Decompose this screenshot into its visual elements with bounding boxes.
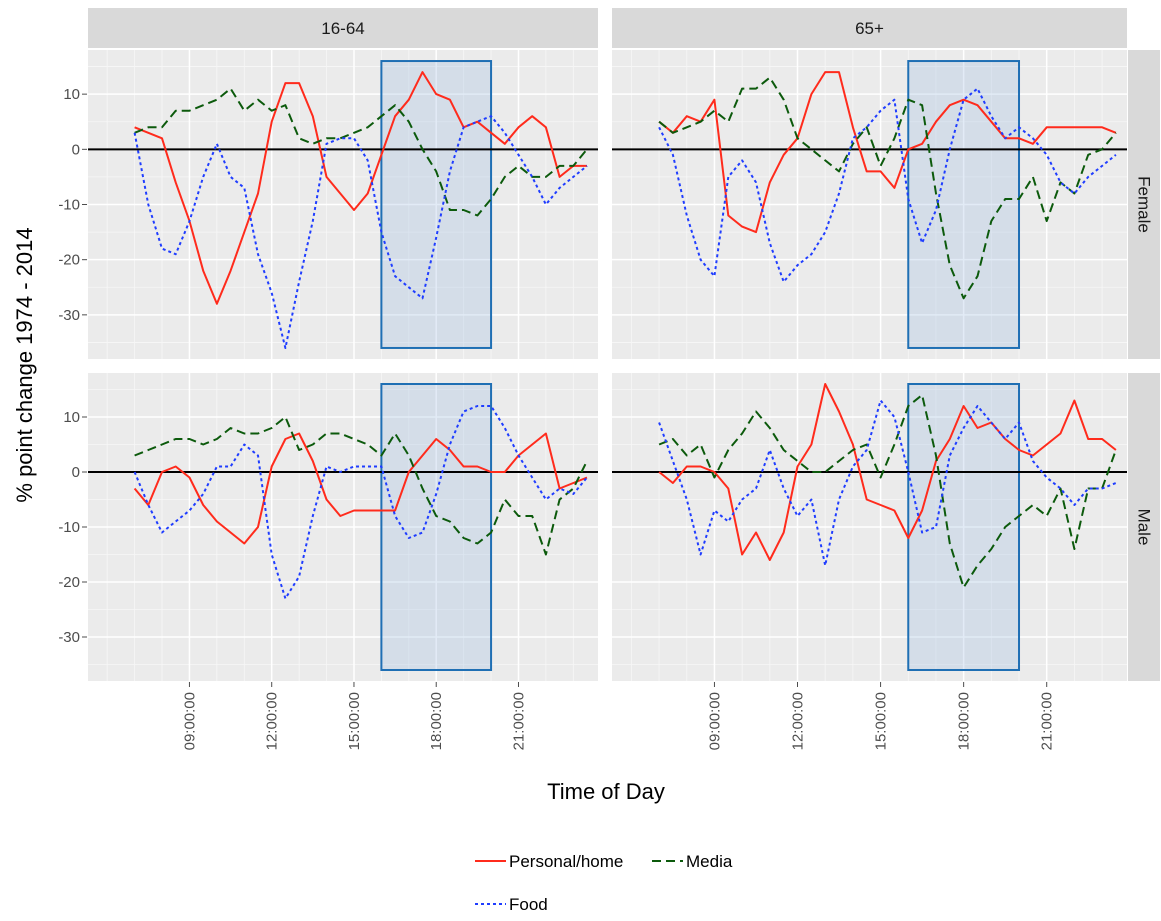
column-strip-bg [88, 8, 598, 48]
y-tick-label: -30 [58, 307, 80, 324]
legend: Personal/home Media Food [475, 852, 733, 914]
column-strip-65: 65+ [612, 8, 1127, 48]
column-strip-16-64: 16-64 [88, 8, 598, 48]
series-line-personal-home [133, 432, 588, 545]
panels-layer [88, 50, 1127, 681]
legend-label: Personal/home [509, 852, 623, 871]
column-strip-label: 65+ [855, 19, 884, 38]
legend-label: Food [509, 895, 548, 914]
x-tick-label: 12:00:00 [264, 692, 281, 750]
highlight-window [380, 60, 493, 349]
row-strip-bg [1128, 50, 1160, 359]
highlight-window [907, 60, 1021, 349]
legend-item-media: Media [652, 852, 733, 871]
column-strip-label: 16-64 [321, 19, 364, 38]
y-tick-label: -10 [58, 197, 80, 214]
y-tick-label: -20 [58, 252, 80, 269]
highlight-window [907, 383, 1021, 671]
row-strip-label: Male [1135, 509, 1154, 546]
x-tick-label: 15:00:00 [873, 692, 890, 750]
y-tick-label: 0 [72, 141, 80, 158]
highlight-window [380, 383, 493, 671]
y-tick-label: 10 [63, 86, 80, 103]
x-tick-label: 09:00:00 [706, 692, 723, 750]
panel-16-64-male [88, 373, 598, 681]
x-tick-label: 21:00:00 [1039, 692, 1056, 750]
legend-item-food: Food [475, 895, 548, 914]
panel-16-64-female [88, 50, 598, 359]
x-tick-label: 12:00:00 [790, 692, 807, 750]
legend-label: Media [686, 852, 733, 871]
x-tick-label: 21:00:00 [510, 692, 527, 750]
x-tick-label: 18:00:00 [428, 692, 445, 750]
series-line-food [133, 405, 588, 600]
series-line-media [658, 76, 1117, 300]
panel-65-female [612, 50, 1127, 359]
y-tick-label: -30 [58, 629, 80, 646]
series-line-food [658, 87, 1117, 283]
row-strip-bg [1128, 373, 1160, 681]
legend-item-personal-home: Personal/home [475, 852, 623, 871]
series-line-media [658, 394, 1117, 589]
series-line-media [134, 416, 588, 556]
y-tick-label: 10 [63, 409, 80, 426]
series-line-personal-home [134, 71, 587, 305]
series-line-personal-home [658, 383, 1117, 561]
series-line-food [133, 115, 588, 349]
row-strip-male: Male [1128, 373, 1160, 681]
y-tick-label: 0 [72, 464, 80, 481]
x-tick-label: 18:00:00 [956, 692, 973, 750]
series-line-personal-home [658, 71, 1117, 234]
x-axis-title: Time of Day [547, 779, 665, 804]
y-axis-title: % point change 1974 - 2014 [12, 227, 37, 502]
y-tick-label: -10 [58, 519, 80, 536]
row-strip-label: Female [1135, 176, 1154, 233]
x-tick-label: 09:00:00 [181, 692, 198, 750]
series-line-media [134, 87, 588, 217]
column-strip-bg [612, 8, 1127, 48]
panel-65-male [612, 373, 1127, 681]
axes-layer: 16-64 65+ Female Male 10 0 -10 -20 -30 10 0 -10 -20 -… [58, 8, 1160, 750]
x-tick-label: 15:00:00 [346, 692, 363, 750]
row-strip-female: Female [1128, 50, 1160, 359]
y-tick-label: -20 [58, 574, 80, 591]
